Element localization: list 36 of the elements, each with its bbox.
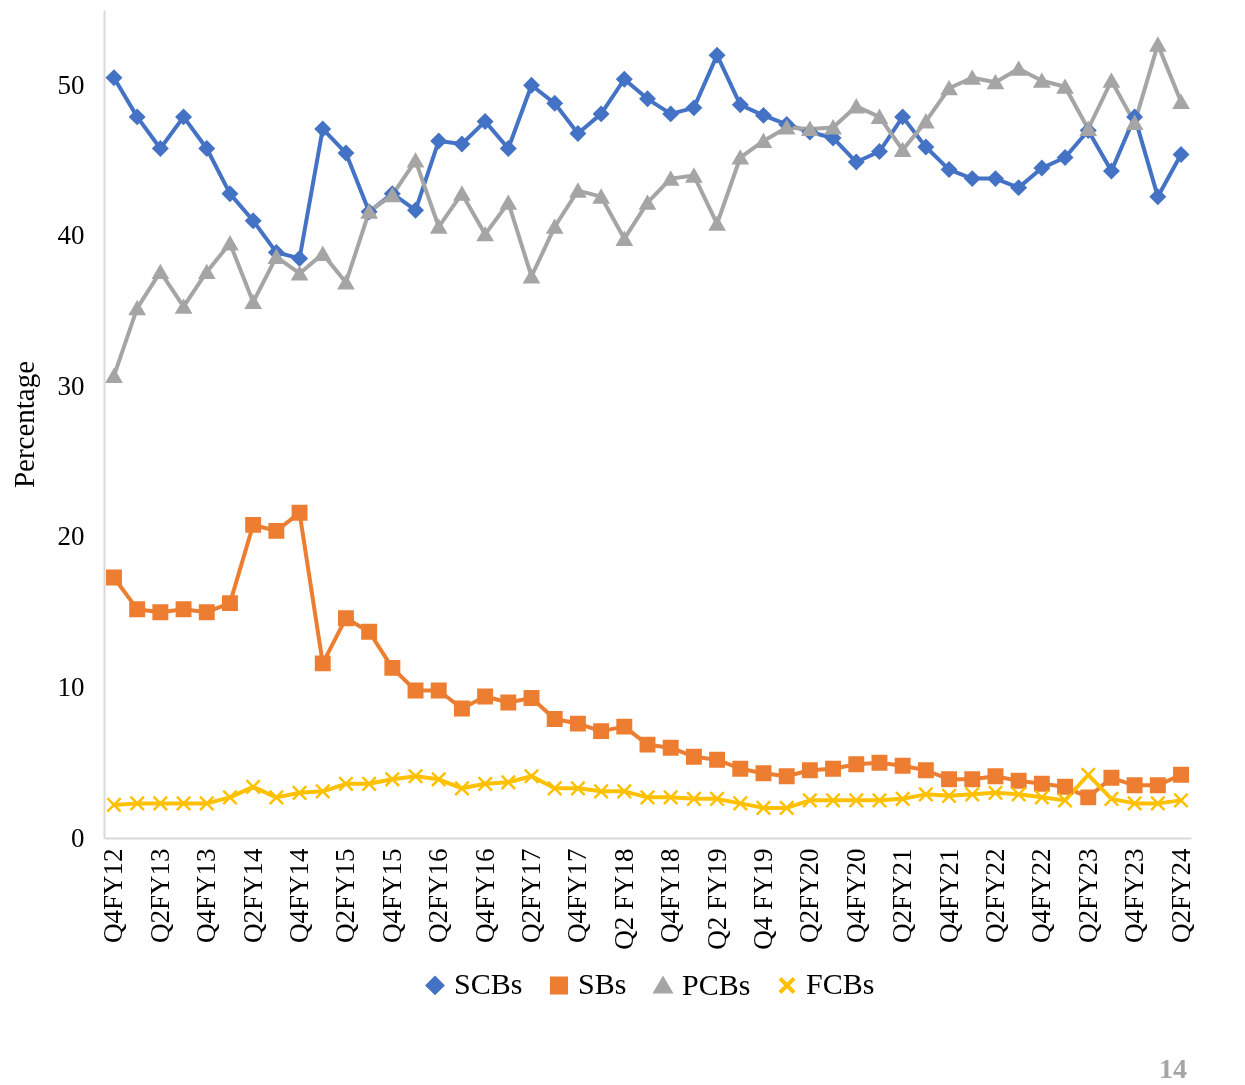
legend-label: PCBs — [682, 967, 751, 1001]
x-tick-label: Q4FY23 — [1119, 848, 1150, 944]
x-tick-label: Q4FY22 — [1026, 848, 1057, 944]
x-tick-label: Q4FY21 — [933, 848, 964, 944]
y-tick-label: 20 — [57, 521, 85, 552]
y-tick-label: 0 — [71, 822, 85, 853]
x-tick-label: Q4FY17 — [562, 848, 593, 944]
x-tick-label: Q4FY20 — [840, 848, 871, 944]
x-tick-label: Q2FY13 — [144, 848, 175, 944]
x-tick-label: Q2FY21 — [887, 848, 918, 944]
x-tick-label: Q2FY14 — [237, 848, 268, 944]
x-tick-label: Q2FY20 — [794, 848, 825, 944]
x-tick-label: Q2FY15 — [330, 848, 361, 944]
x-tick-label: Q2 FY18 — [608, 848, 639, 950]
x-tick-label: Q2FY23 — [1072, 848, 1103, 944]
x-tick-label: Q2FY16 — [423, 848, 454, 944]
y-tick-label: 10 — [57, 671, 85, 702]
x-tick-label: Q2FY22 — [979, 848, 1010, 944]
x-tick-label: Q4FY12 — [98, 848, 129, 944]
y-tick-label: 50 — [57, 69, 85, 100]
legend-label: FCBs — [806, 967, 875, 1001]
x-tick-label: Q4FY13 — [191, 848, 222, 944]
x-tick-label: Q4 FY19 — [747, 848, 778, 950]
x-tick-label: Q4FY14 — [284, 848, 315, 944]
y-tick-label: 40 — [57, 220, 85, 251]
x-tick-label: Q2FY17 — [516, 848, 547, 944]
x-tick-label: Q4FY15 — [376, 848, 407, 944]
x-tick-label: Q4FY18 — [655, 848, 686, 944]
text: 14 — [1159, 1053, 1187, 1085]
legend-label: SCBs — [454, 967, 523, 1001]
y-tick-label: 30 — [57, 370, 85, 401]
y-axis-title: Percentage — [7, 360, 40, 489]
x-tick-label: Q4FY16 — [469, 848, 500, 944]
x-tick-label: Q2FY24 — [1165, 848, 1196, 944]
legend-label: SBs — [578, 967, 627, 1001]
x-tick-label: Q2 FY19 — [701, 848, 732, 950]
